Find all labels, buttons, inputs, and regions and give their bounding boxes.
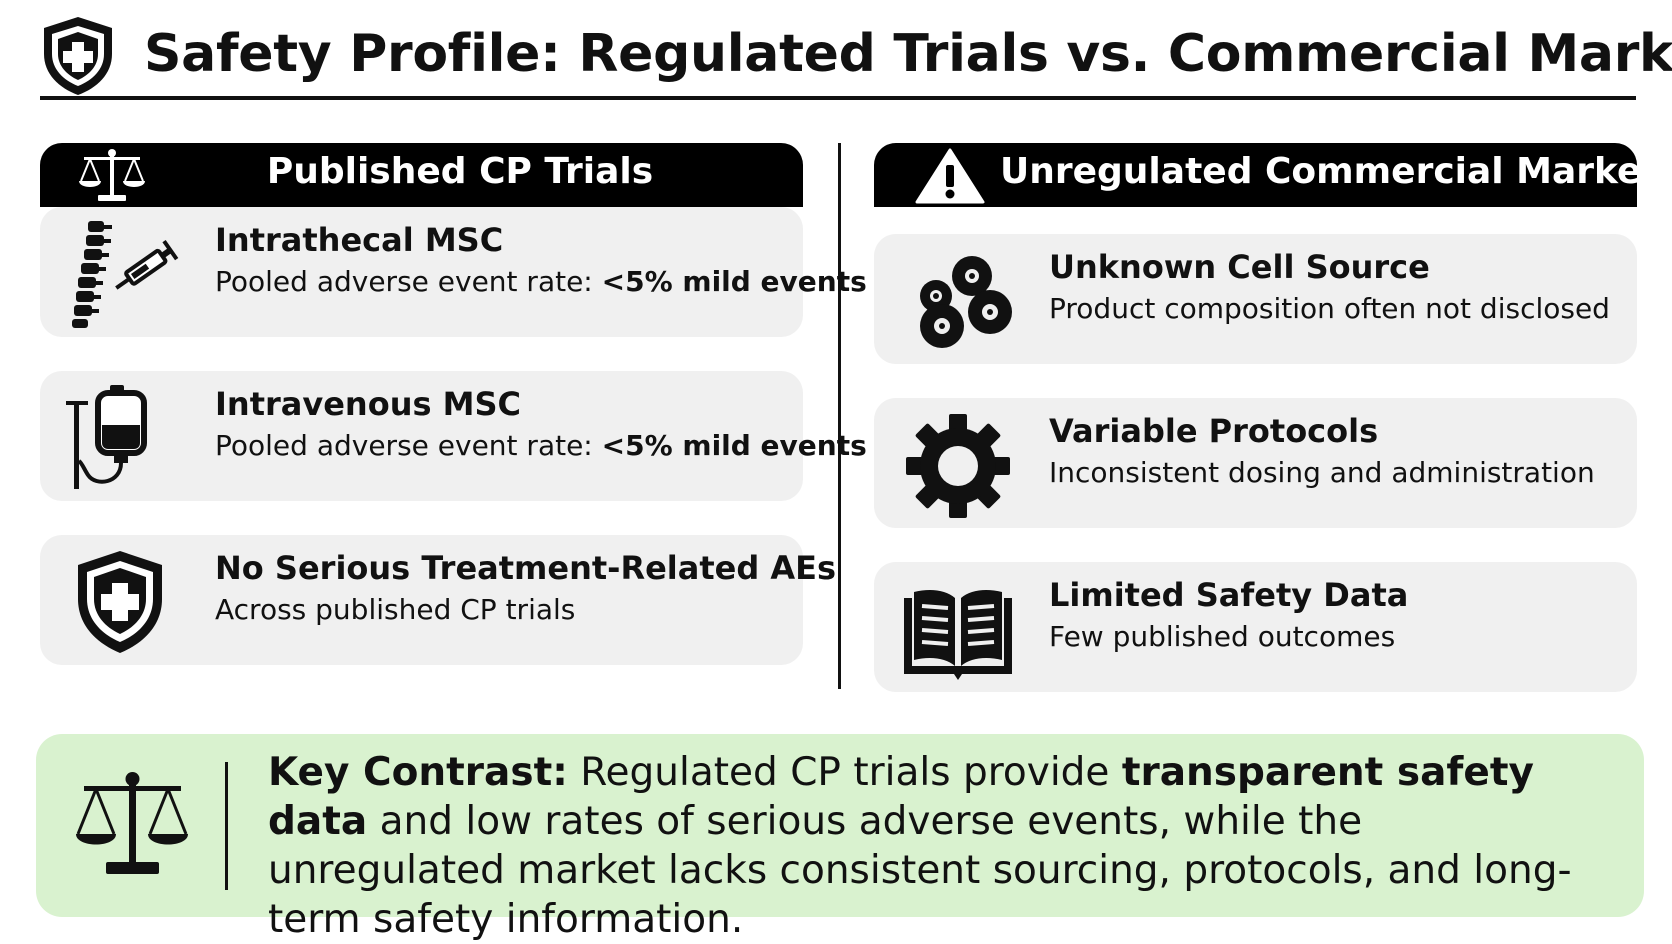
- shield-plus-icon: [40, 14, 116, 98]
- shield-plus-icon: [66, 547, 182, 657]
- card-title: Intravenous MSC: [215, 385, 522, 423]
- cells-icon: [900, 246, 1016, 356]
- scales-icon: [76, 147, 148, 205]
- summary-text-part2: and low rates of serious adverse events,…: [268, 799, 1572, 942]
- card-description: Across published CP trials: [215, 593, 576, 626]
- summary-divider: [225, 762, 228, 890]
- summary-text-part1: Regulated CP trials provide: [567, 750, 1122, 795]
- card-limited-safety-data: Limited Safety Data Few published outcom…: [874, 562, 1637, 692]
- card-title: Variable Protocols: [1049, 412, 1379, 450]
- card-description: Pooled adverse event rate: <5% mild even…: [215, 429, 867, 462]
- header-divider: [40, 96, 1636, 100]
- warning-icon: [914, 147, 986, 205]
- column-header-commercial-market: Unregulated Commercial Market: [874, 143, 1659, 207]
- card-desc-emphasis: <5% mild events: [601, 265, 867, 298]
- card-description: Inconsistent dosing and administration: [1049, 456, 1595, 489]
- iv-bag-icon: [66, 383, 182, 493]
- card-title: Unknown Cell Source: [1049, 248, 1430, 286]
- card-title: No Serious Treatment-Related AEs: [215, 549, 837, 587]
- card-title: Intrathecal MSC: [215, 221, 504, 259]
- column-title: Unregulated Commercial Market: [1000, 151, 1659, 192]
- card-desc-text: Pooled adverse event rate:: [215, 265, 602, 298]
- open-book-icon: [900, 574, 1016, 684]
- column-title: Published CP Trials: [266, 151, 654, 192]
- spine-syringe-icon: [66, 219, 182, 329]
- card-unknown-cell-source: Unknown Cell Source Product composition …: [874, 234, 1637, 364]
- card-title: Limited Safety Data: [1049, 576, 1409, 614]
- column-divider: [838, 143, 841, 689]
- key-contrast-panel: Key Contrast: Regulated CP trials provid…: [36, 734, 1644, 942]
- summary-emphasis: transparent safety data: [268, 750, 1534, 844]
- summary-text: Key Contrast: Regulated CP trials provid…: [268, 748, 1608, 944]
- card-intravenous-msc: Intravenous MSC Pooled adverse event rat…: [40, 371, 867, 501]
- column-published-trials: Published CP Trials: [40, 143, 867, 665]
- card-variable-protocols: Variable Protocols Inconsistent dosing a…: [874, 398, 1637, 528]
- scales-icon: [70, 770, 194, 880]
- card-intrathecal-msc: Intrathecal MSC Pooled adverse event rat…: [40, 207, 867, 337]
- card-desc-text: Pooled adverse event rate:: [215, 429, 602, 462]
- column-commercial-market: Unregulated Commercial Market: [874, 143, 1659, 692]
- page-title: Safety Profile: Regulated Trials vs. Com…: [144, 24, 1672, 84]
- card-description: Few published outcomes: [1049, 620, 1396, 653]
- card-description: Pooled adverse event rate: <5% mild even…: [215, 265, 867, 298]
- card-description: Product composition often not disclosed: [1049, 292, 1610, 325]
- header: Safety Profile: Regulated Trials vs. Com…: [40, 10, 1672, 100]
- card-no-serious-aes: No Serious Treatment-Related AEs Across …: [40, 535, 836, 665]
- summary-label: Key Contrast:: [268, 750, 568, 795]
- card-desc-emphasis: <5% mild events: [601, 429, 867, 462]
- column-header-published-trials: Published CP Trials: [40, 143, 803, 207]
- gear-icon: [900, 410, 1016, 520]
